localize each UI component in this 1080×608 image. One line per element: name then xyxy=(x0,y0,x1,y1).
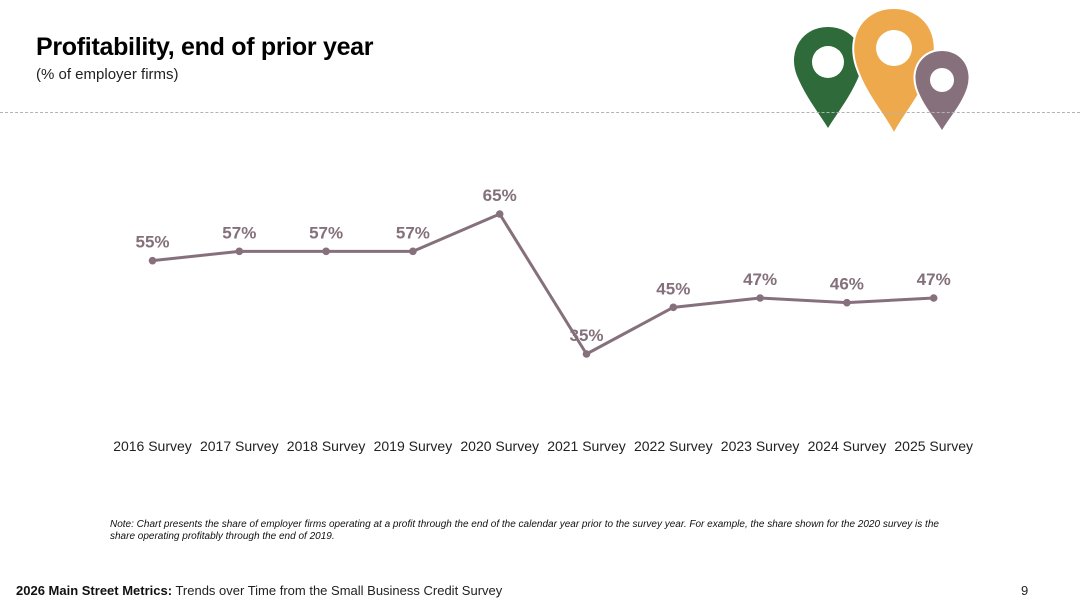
x-tick-label: 2021 Survey xyxy=(547,438,626,454)
data-point xyxy=(409,247,417,256)
data-point xyxy=(843,298,851,307)
data-label: 57% xyxy=(396,223,430,242)
data-label: 57% xyxy=(222,223,256,242)
x-tick-label: 2017 Survey xyxy=(200,438,279,454)
data-point xyxy=(148,256,157,265)
data-label: 65% xyxy=(483,186,517,205)
mauve-pin-icon xyxy=(913,48,971,135)
x-tick-label: 2025 Survey xyxy=(894,438,973,454)
page-title: Profitability, end of prior year xyxy=(36,33,374,61)
data-point xyxy=(322,247,330,256)
data-point xyxy=(756,294,764,302)
footer-subtitle: Trends over Time from the Small Business… xyxy=(172,583,503,598)
data-point xyxy=(669,303,678,312)
data-point xyxy=(495,210,504,218)
data-point xyxy=(929,294,938,302)
chart-note: Note: Chart presents the share of employ… xyxy=(110,519,939,542)
page-number: 9 xyxy=(1021,583,1029,598)
data-label: 47% xyxy=(743,270,777,289)
data-label: 45% xyxy=(656,279,690,298)
x-tick-label: 2022 Survey xyxy=(634,438,713,454)
data-label: 55% xyxy=(135,233,169,252)
map-pins-logo xyxy=(791,6,971,136)
footer-report-name: 2026 Main Street Metrics: xyxy=(16,583,173,598)
data-label: 35% xyxy=(569,326,603,345)
x-tick-label: 2016 Survey xyxy=(113,438,192,454)
series-line xyxy=(152,212,934,356)
footer: 2026 Main Street Metrics: Trends over Ti… xyxy=(16,583,502,598)
header-divider xyxy=(0,112,1080,113)
data-label: 57% xyxy=(309,223,343,242)
page-subtitle: (% of employer firms) xyxy=(36,66,179,83)
data-label: 47% xyxy=(917,270,951,289)
data-point xyxy=(235,247,244,256)
data-point xyxy=(582,350,591,358)
orange-pin-icon xyxy=(852,6,936,136)
x-tick-label: 2024 Survey xyxy=(808,438,887,454)
x-tick-label: 2020 Survey xyxy=(460,438,539,454)
x-tick-label: 2018 Survey xyxy=(287,438,366,454)
data-label: 46% xyxy=(830,275,864,294)
x-tick-label: 2023 Survey xyxy=(721,438,800,454)
x-tick-label: 2019 Survey xyxy=(374,438,453,454)
